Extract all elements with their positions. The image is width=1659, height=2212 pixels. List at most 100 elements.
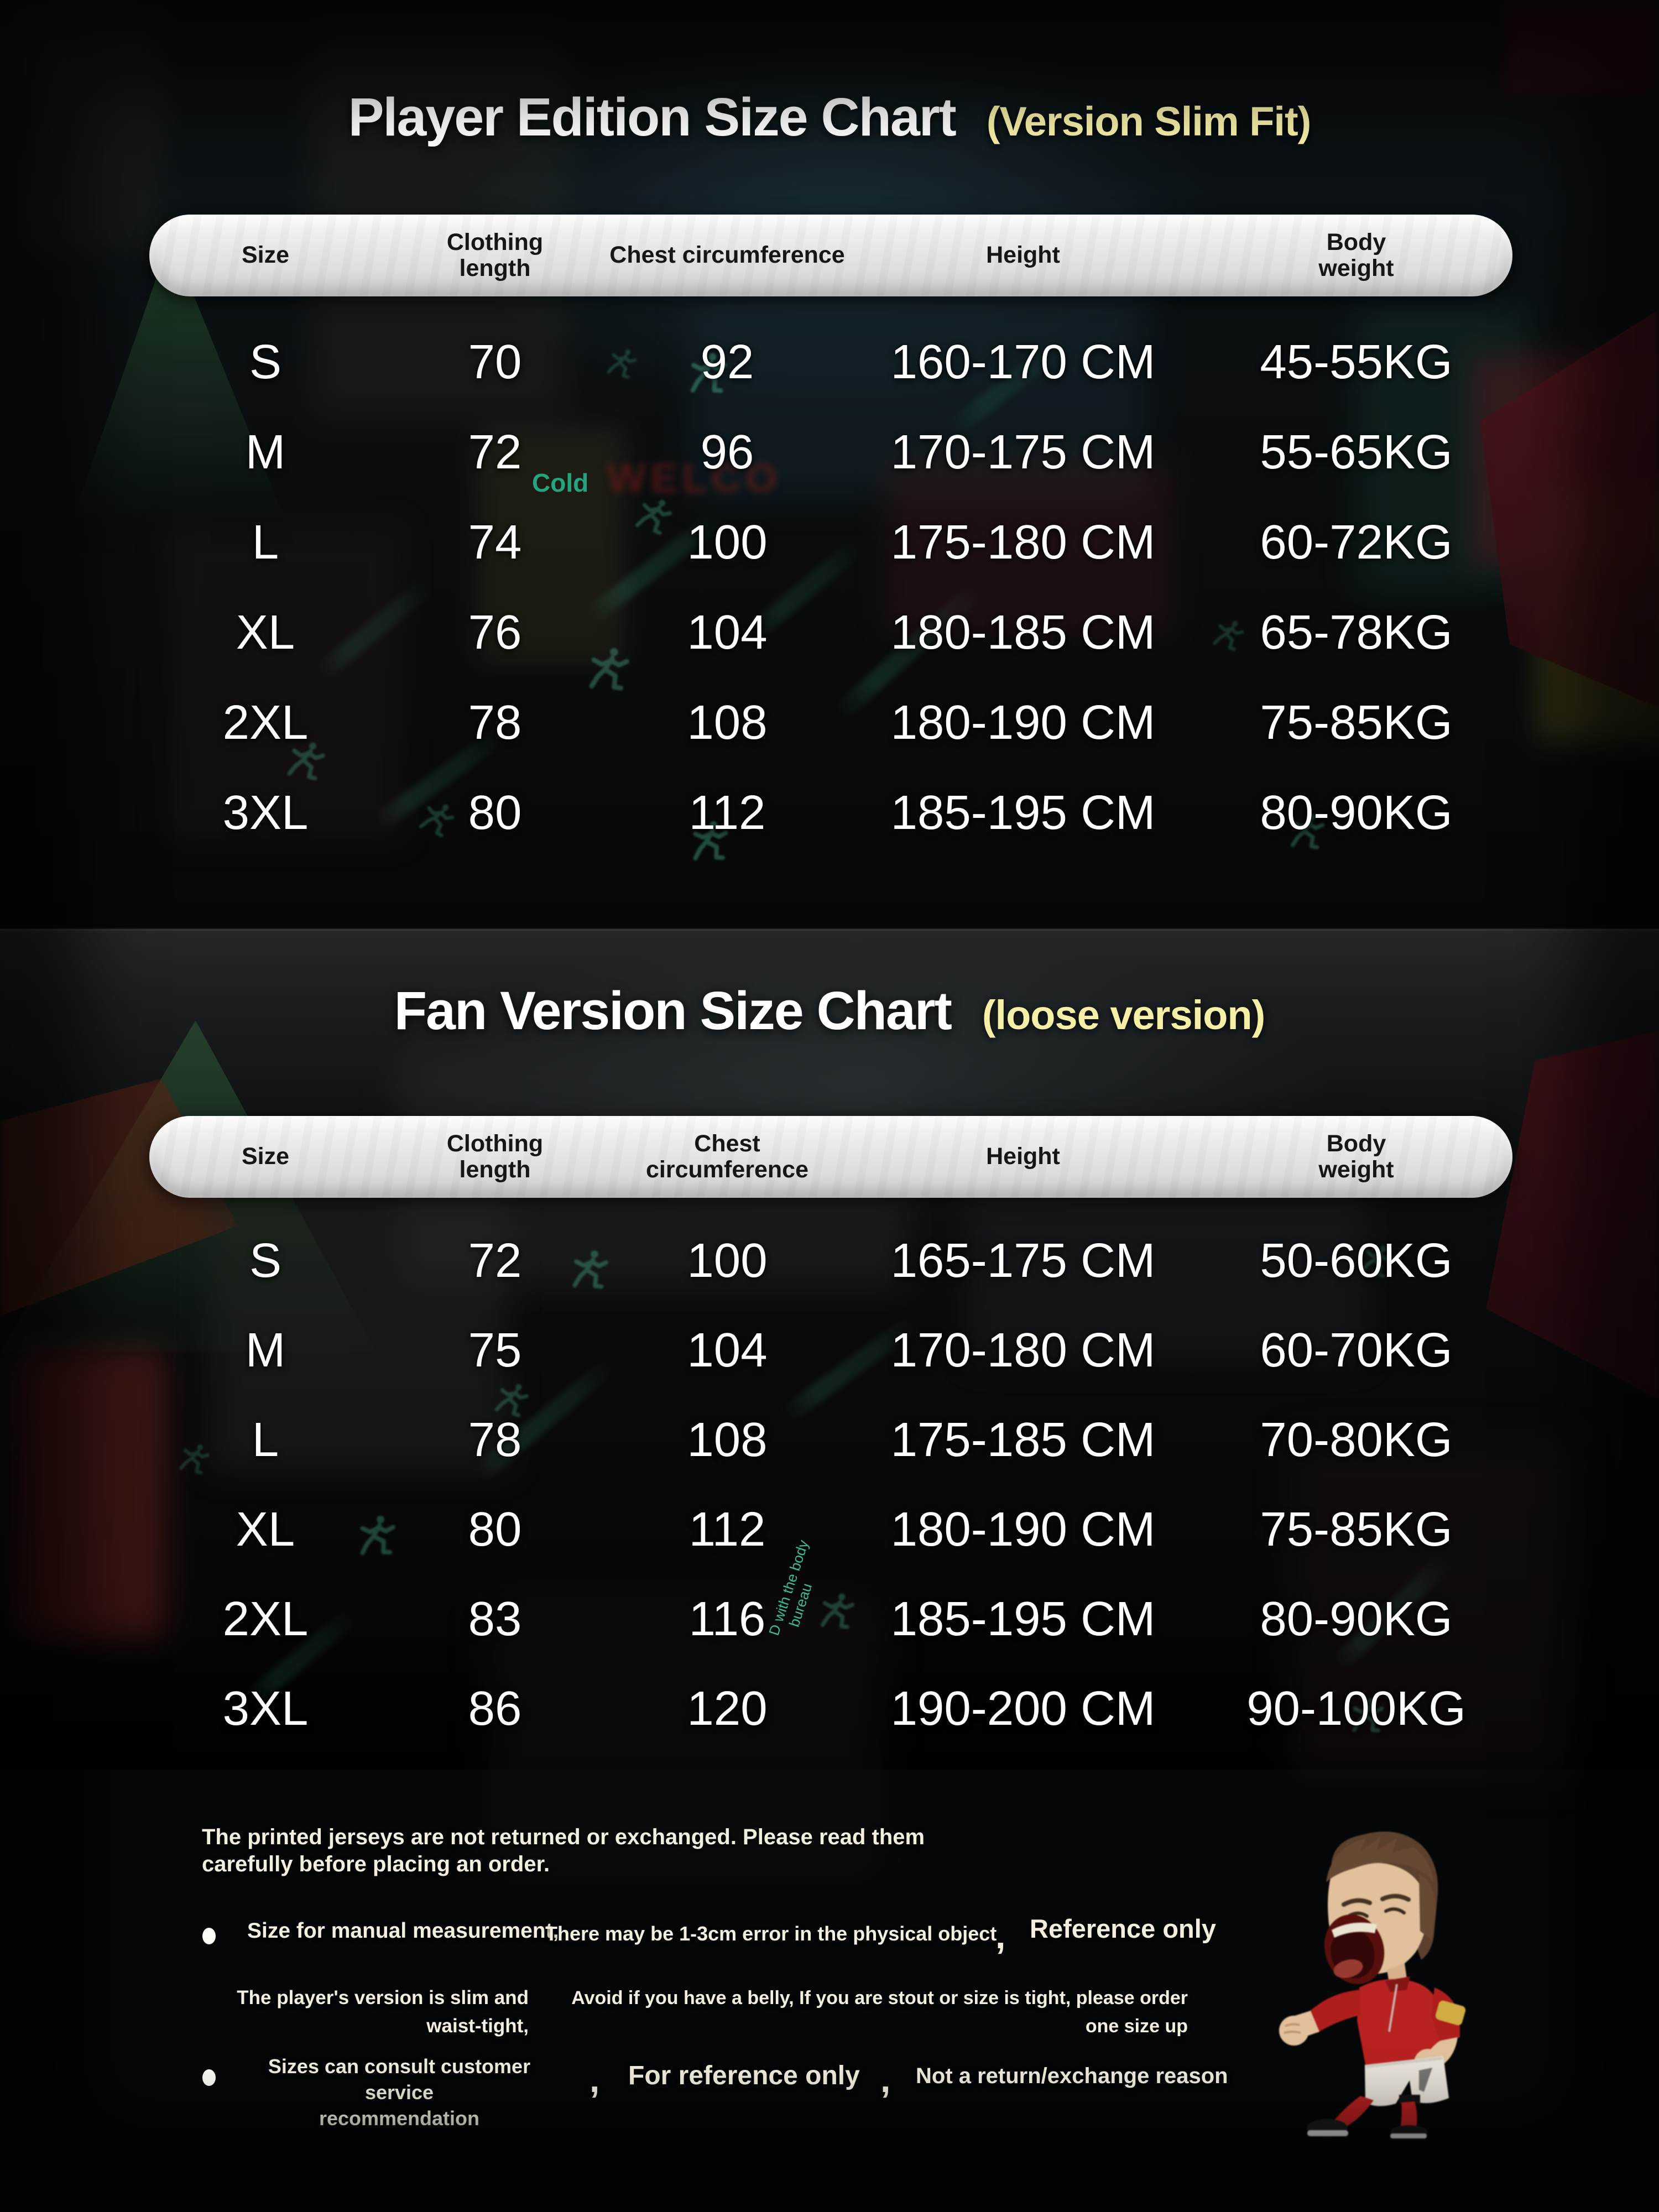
photo-seam-line [0, 928, 1659, 931]
cell: 60-72KG [1260, 515, 1453, 569]
chart-title: Fan Version Size Chart [394, 980, 952, 1041]
cell: 2XL [222, 1592, 309, 1646]
cell: XL [236, 605, 295, 659]
note-item: The player's version is slim and waist-t… [237, 1987, 529, 2037]
size-row: 3XL 80 112 185-195 CM 80-90KG [149, 768, 1512, 858]
cell: 170-175 CM [890, 425, 1156, 479]
cell: 108 [687, 695, 768, 749]
cell: M [245, 1323, 286, 1377]
cell: 3XL [222, 1682, 309, 1735]
cell: 75-85KG [1260, 695, 1453, 749]
cell: 76 [468, 605, 522, 659]
size-row: S 70 92 160-170 CM 45-55KG [149, 317, 1512, 407]
note-item-emphasis: Reference only [1030, 1914, 1216, 1943]
cell: 80 [468, 1503, 522, 1556]
chart-subtitle: (Version Slim Fit) [986, 98, 1311, 144]
header-row: Size Clothing length Chest circumference He… [149, 1116, 1512, 1198]
cell: 60-70KG [1260, 1323, 1453, 1377]
size-row: M 75 104 170-180 CM 60-70KG [149, 1306, 1512, 1395]
cell: 112 [688, 1503, 766, 1556]
column-header: Body weight [1318, 228, 1394, 281]
cell: 180-185 CM [890, 605, 1156, 659]
cell: 45-55KG [1260, 335, 1453, 389]
column-header: Clothing length [446, 1130, 544, 1183]
size-row: XL 76 104 180-185 CM 65-78KG [149, 587, 1512, 677]
cell: 185-195 CM [890, 1592, 1156, 1646]
cell: S [249, 335, 282, 389]
cell: 80-90KG [1260, 785, 1453, 839]
column-header: Chest circumference [609, 242, 845, 269]
cell: 86 [468, 1682, 522, 1735]
cell: L [252, 515, 279, 569]
cell: 75 [468, 1323, 522, 1377]
size-row: 3XL 86 120 190-200 CM 90-100KG [149, 1664, 1512, 1754]
cell: 72 [468, 425, 522, 479]
cell: S [249, 1234, 282, 1287]
column-header: Height [986, 1143, 1060, 1170]
cell: 80 [468, 785, 522, 839]
note-item: Size for manual measurement, [247, 1919, 559, 1943]
cell: 2XL [222, 695, 309, 749]
column-header: Chest circumference [646, 1130, 808, 1183]
note-separator: , [880, 2059, 891, 2100]
rows: S 70 92 160-170 CM 45-55KG M 72 96 170-175 CM 55-… [149, 317, 1512, 858]
cell: 112 [688, 785, 766, 839]
cell: 180-190 CM [890, 1503, 1156, 1556]
cell: 74 [468, 515, 522, 569]
chart-title: Player Edition Size Chart [348, 87, 957, 147]
cell: 83 [468, 1592, 522, 1646]
rows: S 72 100 165-175 CM 50-60KG M 75 104 170-180 CM 6… [149, 1216, 1512, 1754]
note-item: Avoid if you have a belly, If you are st… [571, 1987, 1188, 2037]
size-row: L 74 100 175-180 CM 60-72KG [149, 497, 1512, 587]
note-separator: , [995, 1915, 1006, 1956]
header-row: Size Clothing length Chest circumference He… [149, 215, 1512, 296]
header-pill: Size Clothing length Chest circumference He… [149, 215, 1512, 296]
cell: 90-100KG [1246, 1682, 1466, 1735]
bullet-dot [202, 1928, 216, 1944]
chart-title-row: Player Edition Size Chart (Version Slim … [0, 86, 1659, 148]
cell: XL [236, 1503, 295, 1556]
size-row: L 78 108 175-185 CM 70-80KG [149, 1395, 1512, 1485]
bullet-dot [202, 2069, 216, 2086]
cell: 185-195 CM [890, 785, 1156, 839]
cell: 165-175 CM [890, 1234, 1156, 1287]
column-header: Body weight [1318, 1130, 1394, 1183]
note-item: Not a return/exchange reason [916, 2064, 1228, 2088]
cell: 108 [687, 1413, 768, 1467]
header-pill: Size Clothing length Chest circumference He… [149, 1116, 1512, 1198]
chart-subtitle: (loose version) [982, 992, 1265, 1038]
intro-note: The printed jerseys are not returned or … [202, 1825, 925, 1876]
cell: 175-180 CM [890, 515, 1156, 569]
cell: M [245, 425, 286, 479]
note-separator: , [589, 2059, 600, 2100]
note-item: There may be 1-3cm error in the physical… [545, 1922, 997, 1945]
cell: 70-80KG [1260, 1413, 1453, 1467]
cell: 65-78KG [1260, 605, 1453, 659]
celebrating-player-illustration [1279, 1832, 1466, 2138]
chart-title-row: Fan Version Size Chart (loose version) [0, 980, 1659, 1042]
cell: 100 [687, 515, 768, 569]
cell: 100 [687, 1234, 768, 1287]
cell: 96 [700, 425, 754, 479]
size-row: 2XL 83 116 185-195 CM 80-90KG [149, 1574, 1512, 1664]
size-row: XL 80 112 180-190 CM 75-85KG [149, 1485, 1512, 1574]
size-row: M 72 96 170-175 CM 55-65KG [149, 407, 1512, 497]
cell: 92 [700, 335, 754, 389]
column-header: Size [241, 1143, 290, 1170]
cell: 180-190 CM [890, 695, 1156, 749]
cell: 80-90KG [1260, 1592, 1453, 1646]
cell: 170-180 CM [890, 1323, 1156, 1377]
cell: 75-85KG [1260, 1503, 1453, 1556]
cell: 50-60KG [1260, 1234, 1453, 1287]
cell: 160-170 CM [890, 335, 1156, 389]
cell: 72 [468, 1234, 522, 1287]
note-item: Sizes can consult customer service recom… [268, 2055, 531, 2130]
cell: 3XL [222, 785, 309, 839]
column-header: Clothing length [446, 228, 544, 281]
note-item-emphasis: For reference only [628, 2061, 860, 2090]
column-header: Size [241, 242, 290, 269]
cell: 78 [468, 1413, 522, 1467]
cell: 116 [688, 1592, 766, 1646]
cell: 78 [468, 695, 522, 749]
